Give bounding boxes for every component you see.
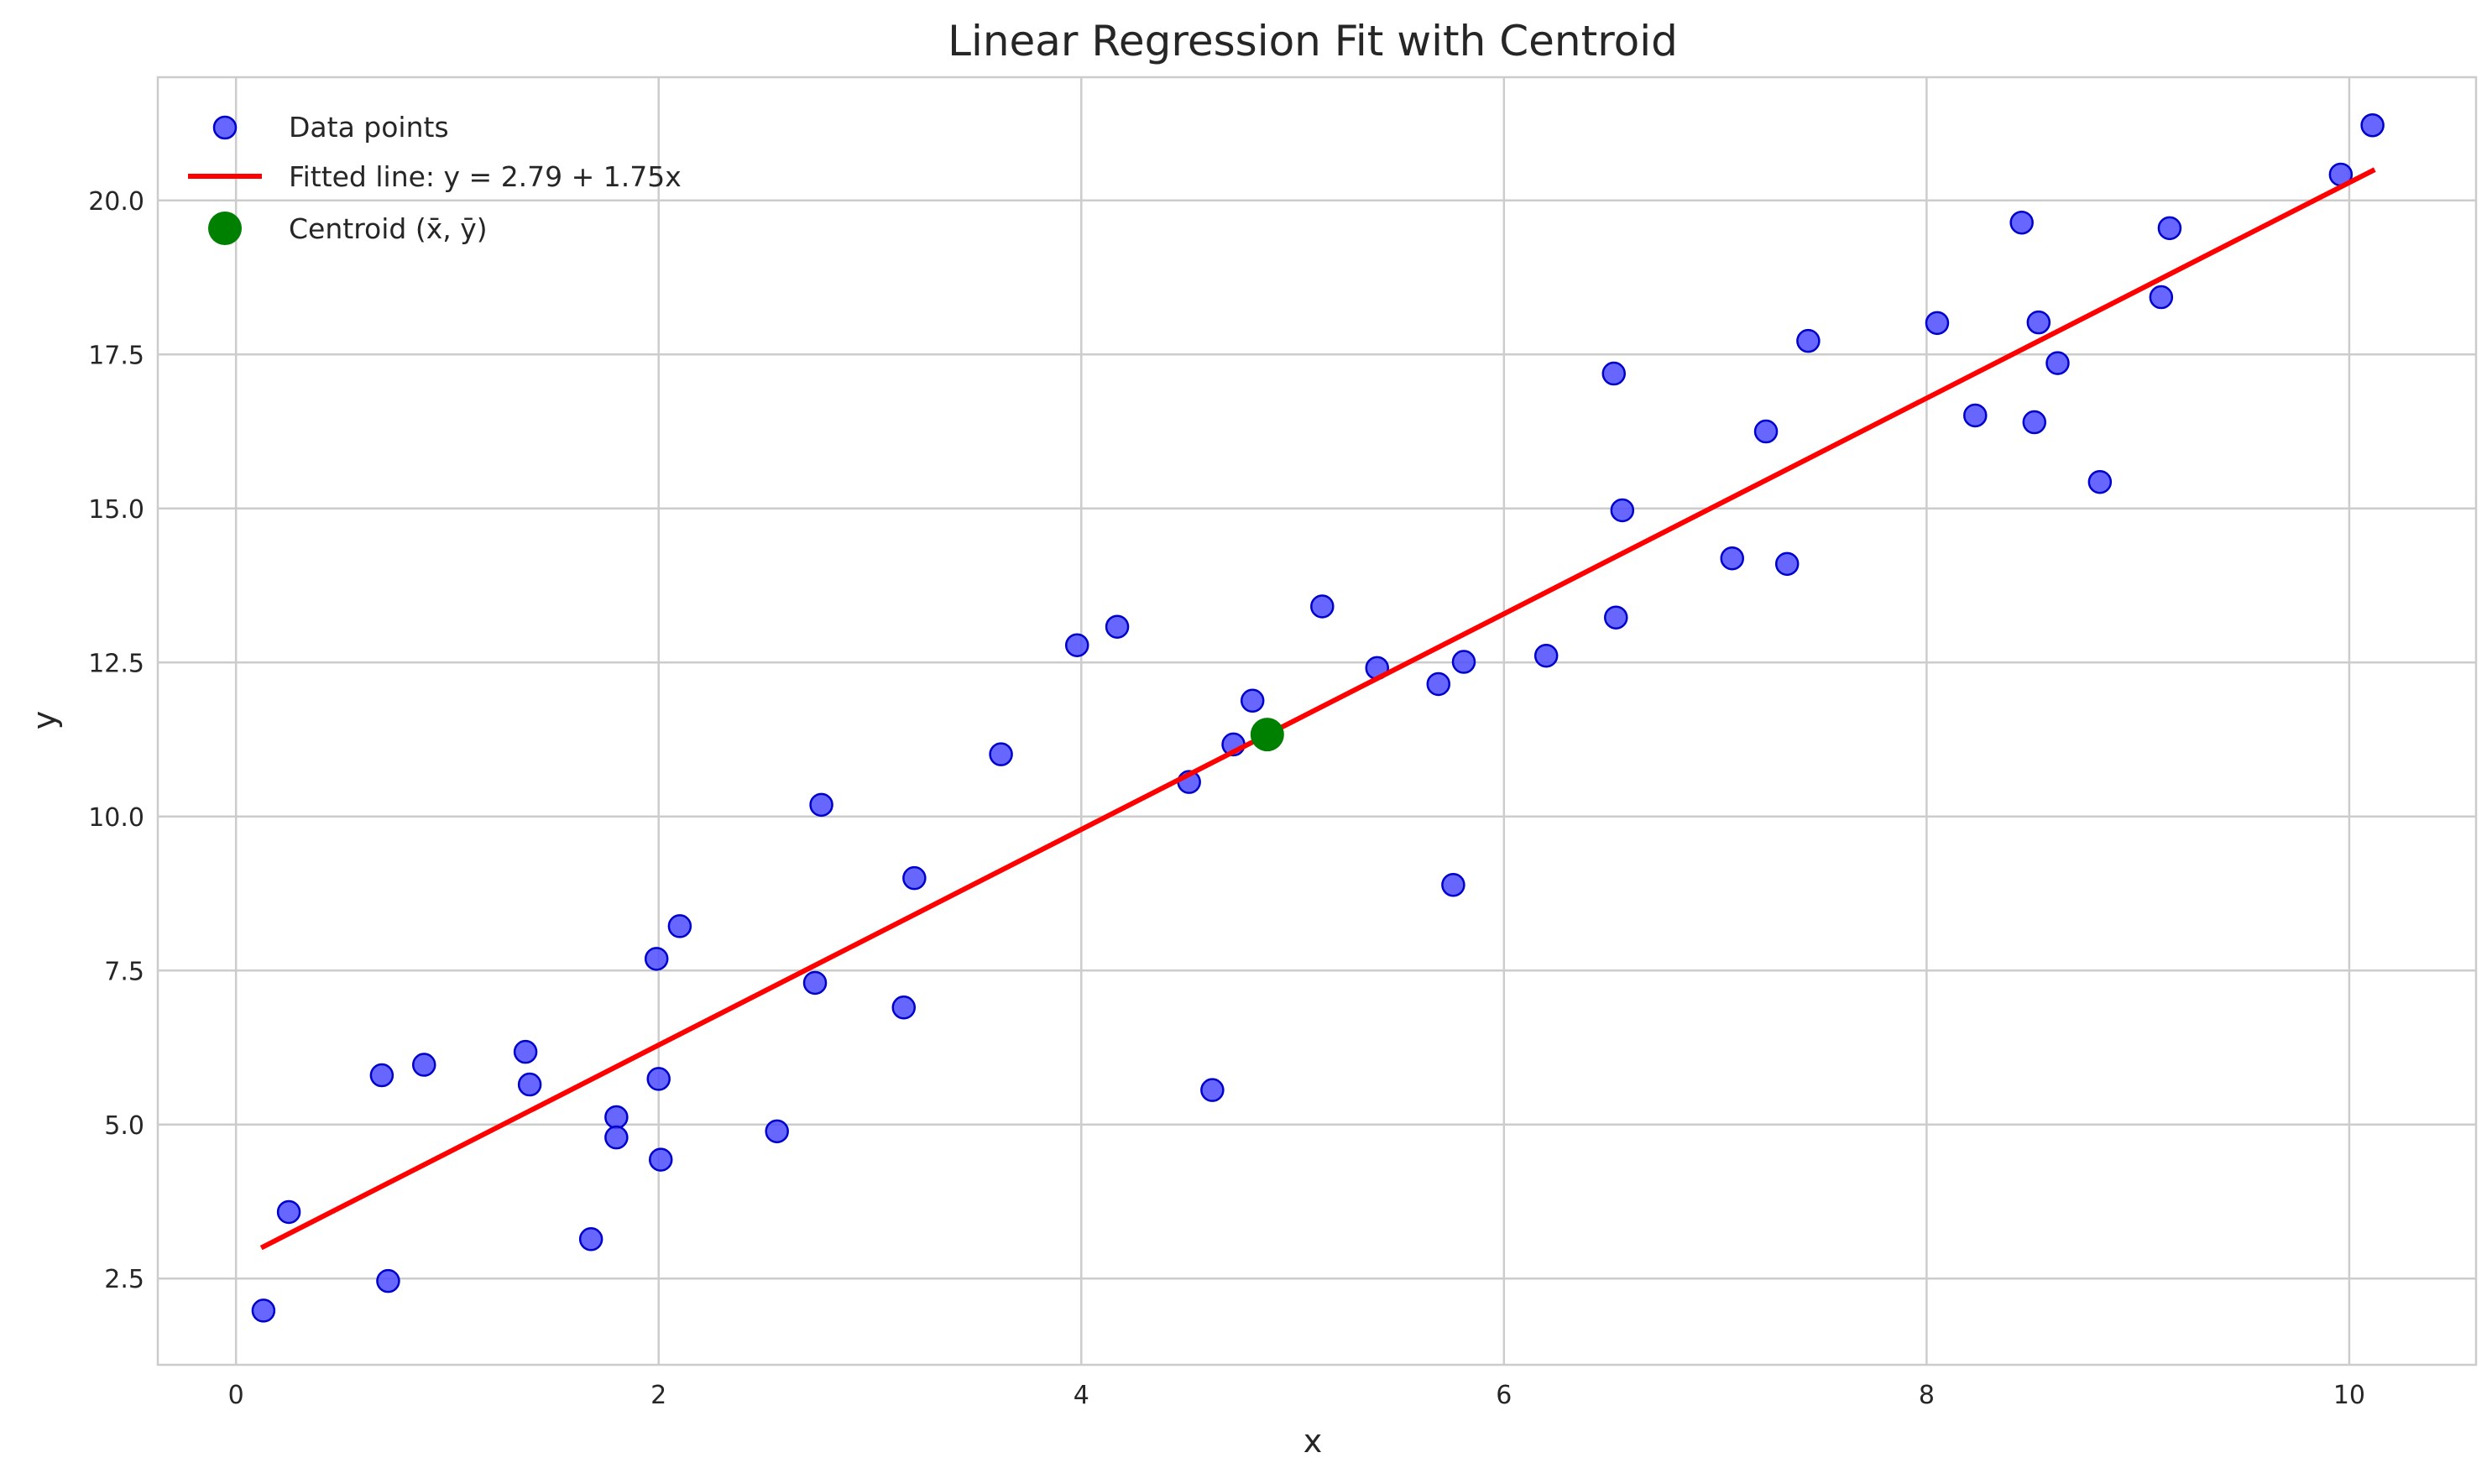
y-tick-label: 17.5 <box>88 341 144 370</box>
x-axis-label: x <box>1303 1423 1323 1460</box>
y-tick-label: 15.0 <box>88 495 144 525</box>
data-point <box>765 1119 789 1144</box>
data-point <box>2026 310 2051 335</box>
y-tick-label: 20.0 <box>88 187 144 217</box>
data-point <box>1774 551 1800 577</box>
data-point <box>2149 285 2174 310</box>
data-point <box>578 1227 603 1251</box>
fitted-line <box>259 167 2376 1251</box>
y-tick-label: 2.5 <box>104 1265 144 1294</box>
data-point <box>517 1072 542 1097</box>
grid <box>158 77 2476 1365</box>
data-point <box>411 1053 436 1077</box>
x-tick-label: 4 <box>1074 1381 1089 1410</box>
data-point <box>1240 688 1265 713</box>
y-tick-label: 5.0 <box>104 1111 144 1141</box>
y-tick-label: 12.5 <box>88 649 144 678</box>
data-point <box>2087 469 2113 494</box>
data-point <box>809 792 833 818</box>
data-point <box>2157 216 2182 241</box>
legend-label-fitted-line: Fitted line: y = 2.79 + 1.75x <box>289 160 682 193</box>
y-tick-label: 7.5 <box>104 957 144 986</box>
data-point <box>2045 351 2070 375</box>
x-tick-label: 6 <box>1496 1381 1512 1410</box>
legend-label-data-points: Data points <box>289 111 449 144</box>
data-point <box>891 995 917 1020</box>
fitted-line-series <box>259 167 2376 1251</box>
chart-title: Linear Regression Fit with Centroid <box>948 17 1678 65</box>
centroid-point <box>1250 718 1284 752</box>
legend-label-centroid: Centroid (x̄, ȳ) <box>289 212 488 245</box>
data-point <box>1963 403 1988 428</box>
y-axis-ticks: 2.5 5.0 7.5 10.0 12.5 15.0 17.5 20.0 <box>88 187 144 1294</box>
x-tick-label: 8 <box>1919 1381 1935 1410</box>
data-point <box>1310 594 1335 619</box>
x-tick-label: 2 <box>650 1381 666 1410</box>
plot-frame <box>156 76 2478 1366</box>
data-point <box>369 1063 394 1088</box>
data-point <box>251 1298 276 1323</box>
data-point <box>1441 872 1465 897</box>
data-point <box>644 947 669 971</box>
data-point <box>802 970 828 995</box>
data-point <box>604 1105 629 1130</box>
data-point <box>646 1067 671 1091</box>
data-point <box>276 1199 301 1225</box>
data-point <box>2360 112 2385 138</box>
data-point <box>513 1039 538 1064</box>
data-point <box>1451 650 1476 674</box>
y-tick-label: 10.0 <box>88 803 144 833</box>
centroid-series <box>1250 718 1284 752</box>
data-point <box>1601 361 1626 386</box>
x-tick-label: 0 <box>228 1381 244 1410</box>
data-point <box>648 1147 673 1172</box>
data-point <box>1720 546 1744 571</box>
legend-marker-centroid <box>208 212 242 245</box>
y-axis-label: y <box>26 711 63 730</box>
legend-marker-data-points <box>212 115 238 140</box>
data-points-series <box>251 112 2385 1323</box>
data-point <box>989 742 1013 766</box>
data-point <box>2022 410 2047 435</box>
data-point <box>1925 311 1950 336</box>
data-point <box>1796 328 1821 353</box>
data-point <box>376 1268 400 1293</box>
data-point <box>902 865 927 891</box>
x-axis-ticks: 0 2 4 6 8 10 <box>228 1381 2365 1410</box>
data-point <box>1105 614 1130 639</box>
data-point <box>2009 210 2034 235</box>
x-tick-label: 10 <box>2333 1381 2365 1410</box>
data-point <box>604 1125 629 1150</box>
data-point <box>1064 633 1089 657</box>
data-point <box>1610 498 1635 523</box>
data-point <box>667 914 692 938</box>
data-point <box>1426 671 1451 697</box>
data-point <box>1753 419 1779 444</box>
data-point <box>1533 643 1559 668</box>
data-point <box>1200 1078 1225 1102</box>
data-point <box>1604 605 1628 630</box>
legend: Data points Fitted line: y = 2.79 + 1.75… <box>188 111 682 245</box>
